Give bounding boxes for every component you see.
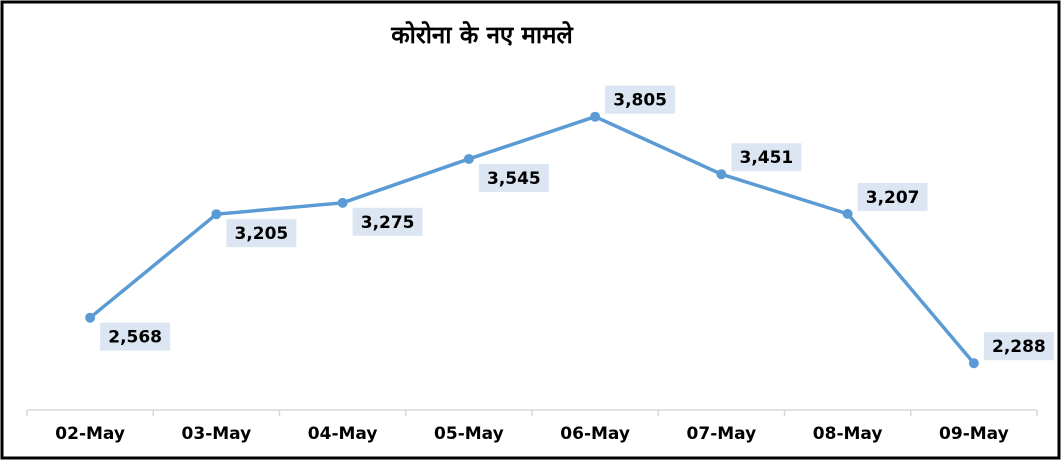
x-tick-label: 06-May (560, 424, 630, 444)
value-label: 3,805 (613, 91, 667, 111)
value-label-bg (857, 182, 928, 211)
value-label-bg (605, 85, 676, 114)
value-label-bg (731, 143, 802, 172)
x-tick-label: 08-May (813, 424, 883, 444)
point (211, 209, 222, 220)
x-tick-label: 05-May (434, 424, 504, 444)
value-label-bg (352, 207, 423, 236)
value-label: 3,207 (866, 188, 920, 208)
x-tick-label: 02-May (55, 424, 125, 444)
x-tick-label: 09-May (939, 424, 1009, 444)
point (590, 111, 601, 122)
value-label: 3,451 (739, 148, 793, 168)
x-tick-label: 03-May (182, 424, 252, 444)
point (716, 169, 727, 180)
chart-title: कोरोना के नए मामले (390, 21, 574, 49)
value-label-bg (100, 322, 171, 351)
x-tick-label: 07-May (687, 424, 757, 444)
value-label-bg (478, 163, 549, 192)
point (842, 208, 853, 219)
point (968, 358, 979, 369)
value-label: 3,545 (487, 169, 541, 189)
value-label: 3,275 (361, 213, 415, 233)
point (85, 312, 96, 323)
value-label: 2,288 (992, 337, 1046, 357)
line (89, 114, 976, 365)
point (463, 153, 474, 164)
value-label-bg (983, 332, 1054, 361)
value-label-bg (226, 219, 297, 248)
value-label: 3,205 (234, 224, 288, 244)
point (337, 197, 348, 208)
x-tick-label: 04-May (308, 424, 378, 444)
value-label: 2,568 (108, 328, 162, 348)
